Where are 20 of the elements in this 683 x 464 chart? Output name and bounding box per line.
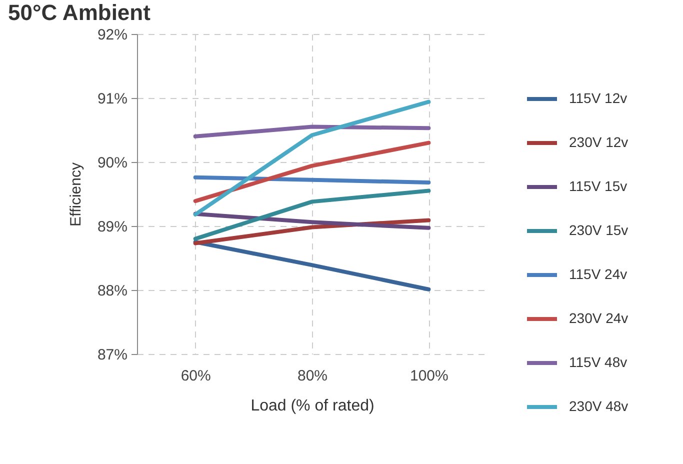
x-axis-title: Load (% of rated): [250, 398, 374, 414]
x-tick-label: 60%: [180, 368, 211, 384]
y-tick-label: 89%: [97, 218, 128, 236]
y-tick-label: 91%: [97, 90, 128, 108]
legend-label: 115V 24v: [569, 266, 628, 282]
y-tick-label: 87%: [97, 346, 128, 364]
legend-label: 230V 48v: [569, 398, 628, 414]
legend-label: 230V 12v: [569, 134, 628, 150]
legend-label: 115V 15v: [569, 178, 628, 194]
legend-label: 230V 24v: [569, 310, 628, 326]
x-tick-label: 80%: [297, 368, 328, 384]
chart-title: 50°C Ambient: [8, 0, 152, 25]
y-tick-label: 90%: [97, 154, 128, 172]
y-axis-title: Efficiency: [67, 162, 84, 226]
legend-label: 115V 12v: [569, 90, 628, 106]
x-tick-label: 100%: [410, 368, 448, 384]
legend-label: 115V 48v: [569, 354, 628, 370]
legend-label: 230V 15v: [569, 222, 628, 238]
y-tick-label: 92%: [97, 26, 128, 44]
y-tick-label: 88%: [97, 282, 128, 300]
